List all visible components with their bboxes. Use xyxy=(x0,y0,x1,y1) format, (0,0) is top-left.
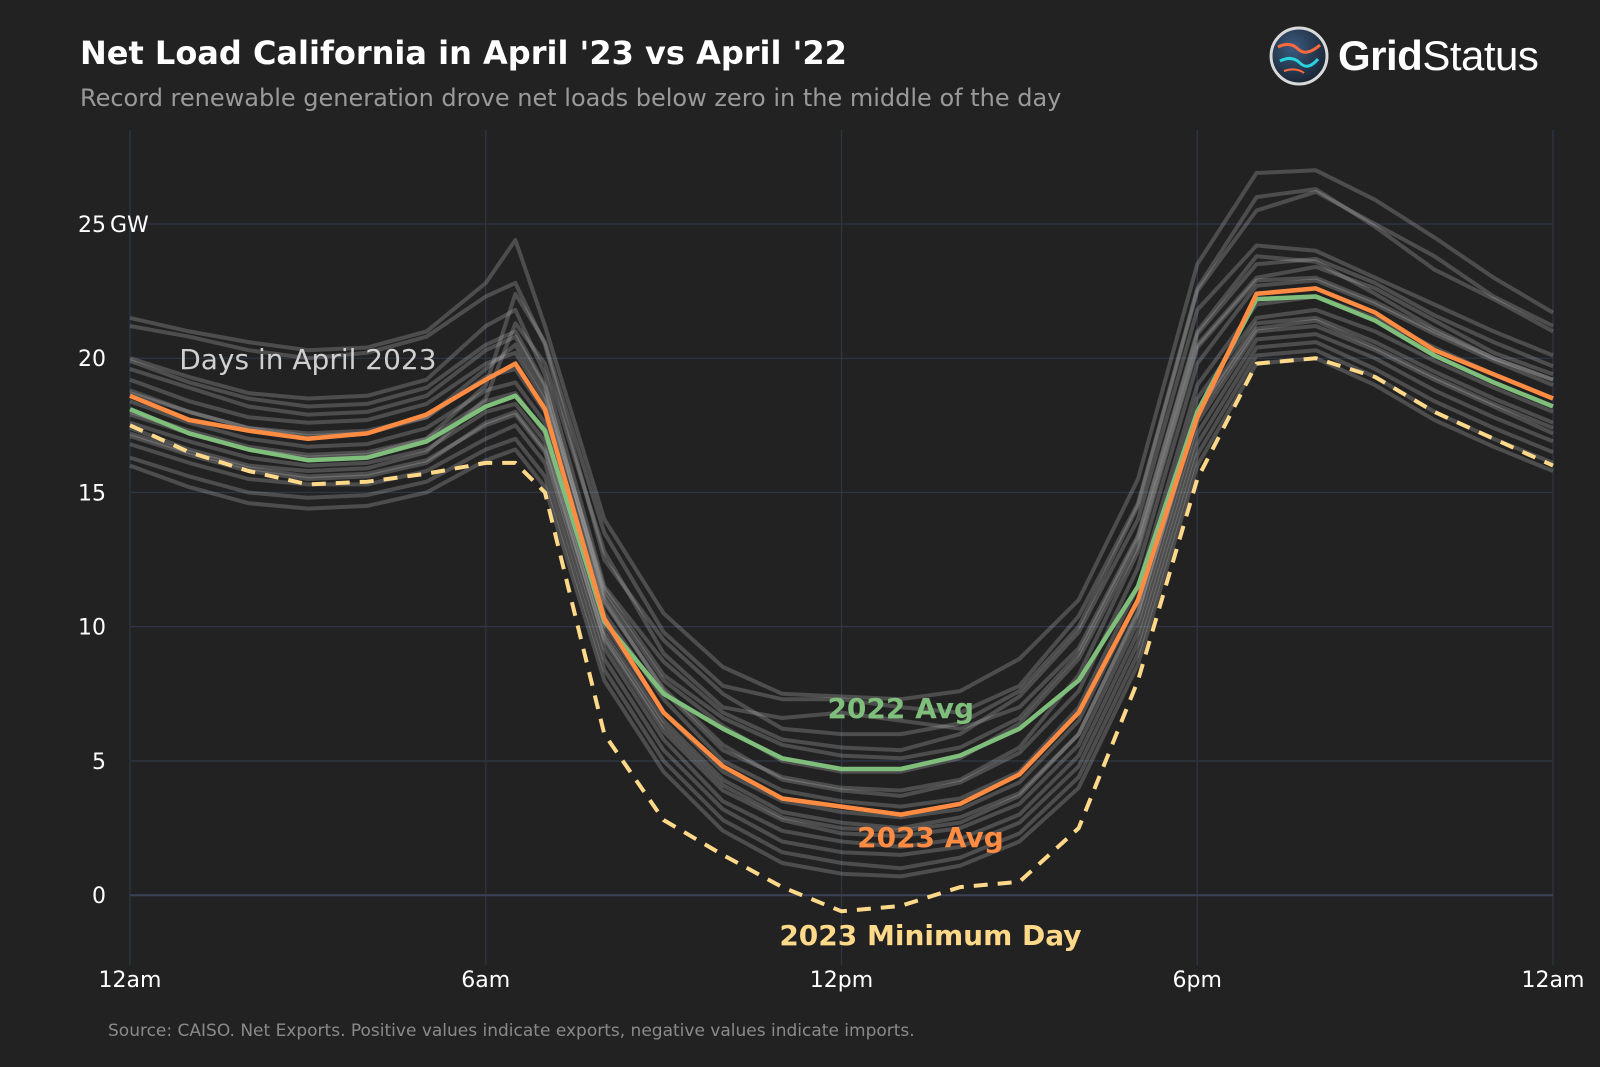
axis-labels: 0 5 10 15 20 25 GW 12am 6am 12pm 6pm 12am xyxy=(78,213,1584,993)
2023-minimum-day-line xyxy=(129,356,1554,914)
y-tick-label: 20 xyxy=(78,347,106,372)
x-tick-label: 6pm xyxy=(1173,968,1222,993)
y-tick-label: 15 xyxy=(78,481,106,506)
2023-avg-line xyxy=(129,286,1554,817)
days-in-april-2023-label: Days in April 2023 xyxy=(179,343,436,376)
april-2023-day-line xyxy=(129,264,1554,774)
background-days xyxy=(129,168,1555,879)
april-2023-day-line xyxy=(129,315,1554,831)
april-2023-day-line xyxy=(129,332,1554,849)
2022-avg-label: 2022 Avg xyxy=(827,692,974,725)
chart-subtitle: Record renewable generation drove net lo… xyxy=(80,84,1062,112)
y-tick-label: 0 xyxy=(92,884,106,909)
april-2023-day-line xyxy=(129,243,1554,753)
april-2023-day-line xyxy=(129,275,1554,793)
chart-title: Net Load California in April '23 vs Apri… xyxy=(80,34,847,72)
gridstatus-logo: GridStatus xyxy=(1268,24,1539,88)
april-2023-day-line xyxy=(129,348,1554,871)
y-tick-label: 25 xyxy=(78,213,106,238)
y-tick-label: 10 xyxy=(78,616,106,641)
april-2023-day-line xyxy=(129,307,1554,820)
lightning-globe-icon xyxy=(1269,26,1329,86)
april-2023-day-line xyxy=(129,187,1554,715)
average-series xyxy=(129,286,1554,914)
2023-avg-label: 2023 Avg xyxy=(857,821,1004,854)
y-tick-label: 5 xyxy=(92,750,106,775)
2023-minimum-day-label: 2023 Minimum Day xyxy=(779,919,1081,952)
april-2023-day-line xyxy=(129,318,1554,833)
x-tick-label: 12pm xyxy=(810,968,873,993)
april-2023-day-line xyxy=(129,278,1554,798)
annotations: Days in April 2023 2022 Avg 2023 Avg 2023 M… xyxy=(179,343,1081,952)
x-tick-label: 12am xyxy=(99,968,162,993)
april-2023-day-line xyxy=(129,340,1554,857)
april-2023-day-line xyxy=(129,189,1554,737)
april-2023-day-line xyxy=(129,324,1554,839)
april-2023-day-line xyxy=(129,254,1554,731)
x-tick-label: 12am xyxy=(1522,968,1585,993)
x-tick-label: 6am xyxy=(461,968,510,993)
source-note: Source: CAISO. Net Exports. Positive val… xyxy=(108,1021,915,1041)
y-axis-unit: GW xyxy=(110,213,149,238)
2022-avg-line xyxy=(129,294,1554,772)
logo-text-regular: Status xyxy=(1422,32,1539,79)
april-2023-day-line xyxy=(129,168,1555,702)
logo-text-bold: Grid xyxy=(1338,32,1423,79)
